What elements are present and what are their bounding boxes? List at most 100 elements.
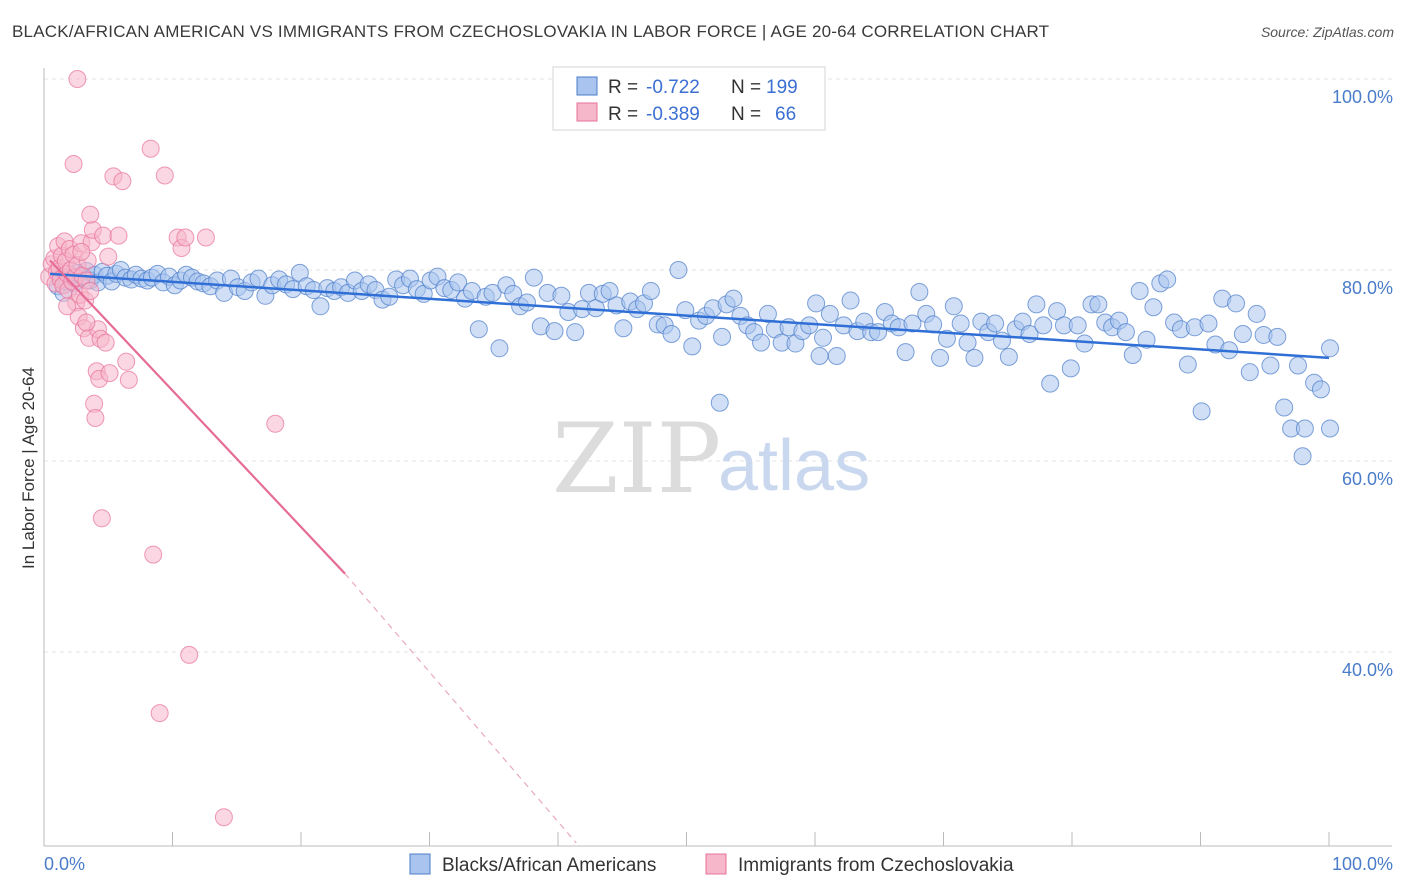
point-czechoslovakia — [77, 313, 96, 332]
point-blacks — [807, 294, 826, 313]
y-tick-label: 40.0% — [1342, 660, 1393, 680]
watermark: ZIP atlas — [552, 403, 870, 515]
point-blacks — [1240, 363, 1259, 382]
y-tick-labels: 40.0% 60.0% 80.0% 100.0% — [1332, 87, 1393, 680]
point-blacks — [1275, 398, 1294, 417]
point-blacks — [800, 316, 819, 335]
point-blacks — [641, 282, 660, 301]
point-blacks — [992, 331, 1011, 350]
bottom-legend-swatch-czechoslovakia — [705, 853, 727, 875]
legend-r-label: R = — [608, 104, 638, 125]
point-czechoslovakia — [99, 247, 118, 266]
trend-line-czechoslovakia — [49, 259, 346, 575]
point-blacks — [1034, 316, 1053, 335]
point-blacks — [1247, 304, 1266, 323]
legend-n-label: N = — [731, 77, 761, 98]
point-blacks — [944, 297, 963, 316]
point-czechoslovakia — [58, 297, 77, 316]
point-czechoslovakia — [96, 333, 115, 352]
point-blacks — [1227, 294, 1246, 313]
point-blacks — [1233, 324, 1252, 343]
legend-n-value: 66 — [775, 104, 796, 125]
point-blacks — [600, 282, 619, 301]
point-blacks — [814, 328, 832, 347]
bottom-legend-swatch-blacks — [409, 853, 431, 875]
point-blacks — [820, 304, 839, 323]
point-czechoslovakia — [144, 545, 163, 564]
point-czechoslovakia — [196, 228, 215, 247]
point-czechoslovakia — [176, 228, 195, 247]
point-czechoslovakia — [92, 509, 111, 528]
point-blacks — [986, 314, 1005, 333]
point-czechoslovakia — [68, 70, 87, 88]
point-blacks — [1261, 356, 1280, 375]
legend-r-value: -0.722 — [646, 77, 700, 98]
point-blacks — [710, 393, 729, 412]
point-blacks — [903, 314, 922, 333]
grid-lines — [44, 78, 1392, 653]
point-czechoslovakia — [72, 242, 91, 261]
point-blacks — [566, 323, 585, 342]
point-blacks — [683, 337, 702, 356]
series-blacks-points — [48, 261, 1339, 466]
legend-r-label: R = — [608, 77, 638, 98]
point-blacks — [1158, 270, 1177, 289]
watermark-atlas: atlas — [718, 426, 870, 506]
legend-box — [552, 66, 826, 131]
point-czechoslovakia — [266, 414, 285, 433]
source-label: Source: ZipAtlas.com — [1260, 24, 1394, 40]
point-blacks — [1293, 447, 1312, 466]
point-blacks — [524, 268, 543, 287]
watermark-zip: ZIP — [552, 403, 721, 515]
point-blacks — [1192, 402, 1211, 421]
point-blacks — [1295, 419, 1314, 438]
correlation-legend: R = -0.722 N = 199 R = -0.389 N = 66 — [552, 66, 826, 131]
series-legend: Blacks/African Americans Immigrants from… — [409, 853, 1014, 876]
point-czechoslovakia — [214, 808, 233, 827]
point-blacks — [1137, 330, 1156, 349]
trend-line-czechoslovakia-extrapolated — [344, 573, 577, 844]
point-blacks — [1288, 356, 1307, 375]
point-blacks — [1321, 419, 1339, 438]
point-blacks — [614, 319, 633, 338]
x-tick-label: 100.0% — [1332, 854, 1393, 874]
point-blacks — [999, 347, 1018, 366]
point-blacks — [758, 304, 777, 323]
point-blacks — [1075, 334, 1094, 353]
point-blacks — [1061, 359, 1080, 378]
point-blacks — [1268, 327, 1287, 346]
x-tick-label: 0.0% — [44, 854, 85, 874]
point-blacks — [937, 329, 956, 348]
point-czechoslovakia — [117, 352, 136, 371]
point-blacks — [931, 348, 950, 367]
point-czechoslovakia — [155, 166, 174, 185]
legend-swatch-blacks — [576, 76, 598, 96]
point-blacks — [311, 297, 330, 316]
point-blacks — [449, 273, 468, 292]
legend-n-label: N = — [731, 104, 761, 125]
point-blacks — [669, 261, 688, 279]
point-czechoslovakia — [94, 226, 113, 245]
point-blacks — [1144, 298, 1163, 317]
x-tick-labels: 0.0% 100.0% — [44, 854, 1393, 874]
point-czechoslovakia — [81, 205, 100, 224]
point-blacks — [910, 282, 929, 301]
point-blacks — [662, 324, 681, 343]
point-czechoslovakia — [86, 409, 105, 428]
y-tick-label: 60.0% — [1342, 469, 1393, 489]
axes — [43, 68, 1392, 847]
legend-swatch-czechoslovakia — [576, 102, 598, 122]
point-blacks — [810, 346, 829, 365]
point-czechoslovakia — [64, 154, 83, 173]
point-blacks — [827, 346, 846, 365]
point-blacks — [483, 283, 502, 302]
point-czechoslovakia — [180, 645, 199, 664]
point-blacks — [469, 320, 488, 339]
y-tick-label: 80.0% — [1342, 278, 1393, 298]
point-blacks — [1041, 374, 1060, 393]
point-blacks — [1178, 355, 1197, 374]
point-blacks — [1027, 295, 1046, 314]
point-blacks — [1116, 323, 1135, 342]
y-axis-label: In Labor Force | Age 20-64 — [19, 367, 38, 569]
point-czechoslovakia — [141, 139, 160, 158]
